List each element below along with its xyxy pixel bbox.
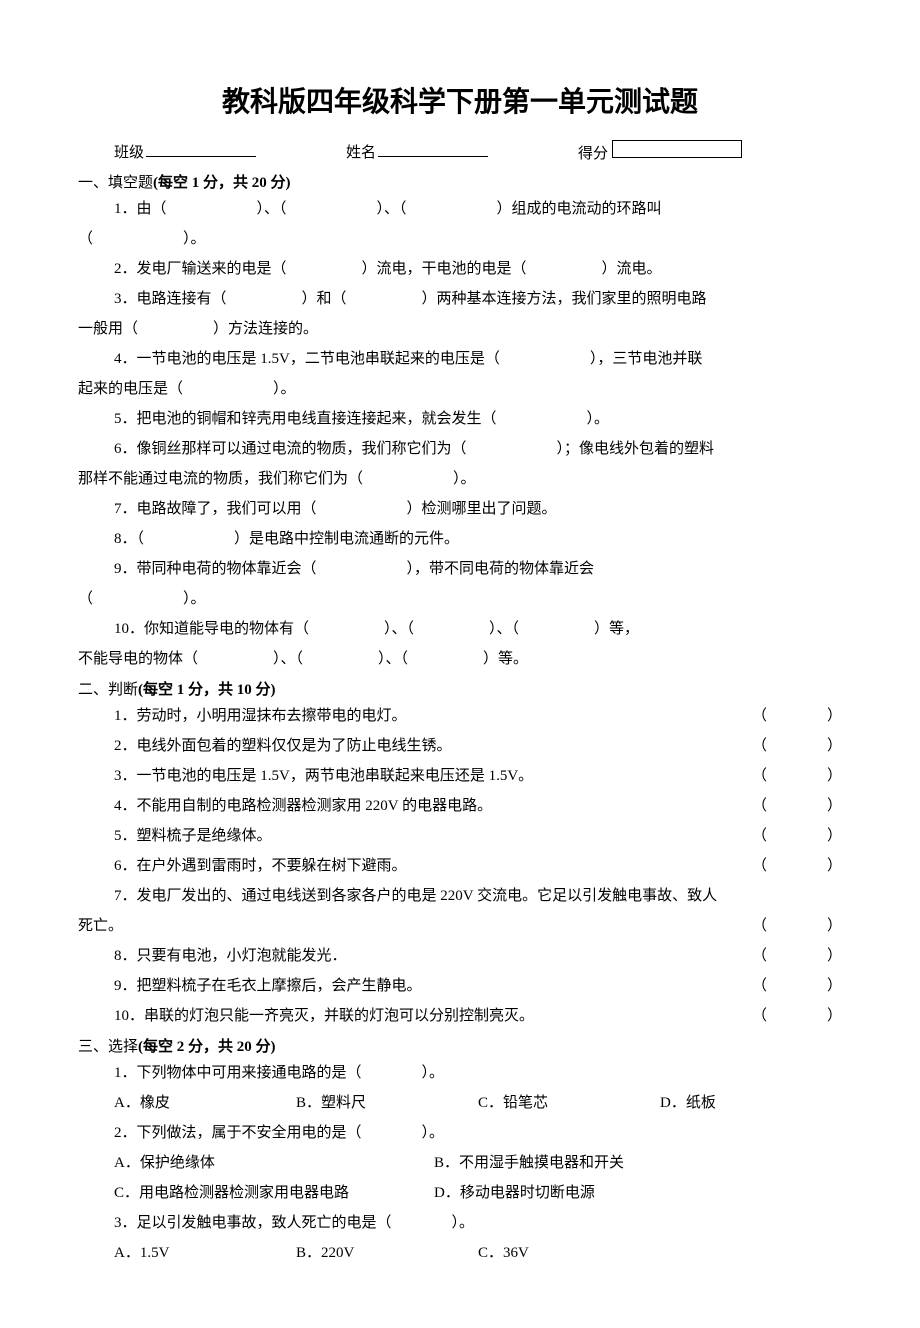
section-3-heading-rest: (每空 2 分，共 20 分) (138, 1039, 276, 1055)
s1-q1-line1: 1．由（ ）、（ ）、（ ）组成的电流动的环路叫 (78, 194, 842, 224)
s3-q3-opt-b: B．220V (296, 1238, 478, 1268)
tf-text: 3．一节电池的电压是 1.5V，两节电池串联起来电压还是 1.5V。 (114, 761, 752, 791)
tf-text: 4．不能用自制的电路检测器检测家用 220V 的电器电路。 (114, 791, 752, 821)
s3-q2-opts-row1: A．保护绝缘体 B．不用湿手触摸电器和开关 (78, 1148, 842, 1178)
true-false-row: 5．塑料梳子是绝缘体。（ ） (78, 821, 842, 851)
s1-q5: 5．把电池的铜帽和锌壳用电线直接连接起来，就会发生（ ）。 (78, 404, 842, 434)
s1-q6-line1: 6．像铜丝那样可以通过电流的物质，我们称它们为（ ）；像电线外包着的塑料 (78, 434, 842, 464)
score-input-box[interactable] (612, 140, 742, 158)
tf-paren[interactable]: （ ） (752, 851, 842, 881)
section-1-heading: 一、填空题(每空 1 分，共 20 分) (78, 171, 842, 192)
tf-text: 1．劳动时，小明用湿抹布去擦带电的电灯。 (114, 701, 752, 731)
tf-text: 死亡。 (78, 911, 752, 941)
s1-q10-line2: 不能导电的物体（ ）、（ ）、（ ）等。 (78, 644, 842, 674)
s3-q2: 2．下列做法，属于不安全用电的是（ ）。 (78, 1118, 842, 1148)
tf-text: 8．只要有电池，小灯泡就能发光． (114, 941, 752, 971)
s3-q3: 3．足以引发触电事故，致人死亡的电是（ ）。 (78, 1208, 842, 1238)
s3-q3-opt-c: C．36V (478, 1238, 660, 1268)
true-false-row: 1．劳动时，小明用湿抹布去擦带电的电灯。（ ） (78, 701, 842, 731)
true-false-row: 3．一节电池的电压是 1.5V，两节电池串联起来电压还是 1.5V。（ ） (78, 761, 842, 791)
section-2-heading-rest: (每空 1 分，共 10 分) (138, 682, 276, 698)
s1-q4-line2: 起来的电压是（ ）。 (78, 374, 842, 404)
field-class: 班级 (114, 140, 256, 163)
s3-q2-opt-b: B．不用湿手触摸电器和开关 (434, 1148, 842, 1178)
section-3-heading-prefix: 三、选择 (78, 1039, 138, 1055)
tf-text: 6．在户外遇到雷雨时，不要躲在树下避雨。 (114, 851, 752, 881)
name-input-line[interactable] (378, 140, 488, 157)
tf-paren[interactable]: （ ） (752, 731, 842, 761)
section-2-heading-prefix: 二、判断 (78, 682, 138, 698)
true-false-row: 8．只要有电池，小灯泡就能发光．（ ） (78, 941, 842, 971)
s1-q8: 8．（ ）是电路中控制电流通断的元件。 (78, 524, 842, 554)
s3-q2-opts-row2: C．用电路检测器检测家用电器电路 D．移动电器时切断电源 (78, 1178, 842, 1208)
s1-q1-line2: （ ）。 (78, 224, 842, 254)
s1-q2: 2．发电厂输送来的电是（ ）流电，干电池的电是（ ）流电。 (78, 254, 842, 284)
tf-text: 2．电线外面包着的塑料仅仅是为了防止电线生锈。 (114, 731, 752, 761)
section-2-list: 1．劳动时，小明用湿抹布去擦带电的电灯。（ ）2．电线外面包着的塑料仅仅是为了防… (78, 701, 842, 1031)
s3-q2-opt-d: D．移动电器时切断电源 (434, 1178, 842, 1208)
tf-paren[interactable]: （ ） (752, 911, 842, 941)
s3-q1-opt-c: C．铅笔芯 (478, 1088, 660, 1118)
true-false-row: 4．不能用自制的电路检测器检测家用 220V 的电器电路。（ ） (78, 791, 842, 821)
s1-q4-line1: 4．一节电池的电压是 1.5V，二节电池串联起来的电压是（ ），三节电池并联 (78, 344, 842, 374)
s3-q3-opt-pad (660, 1238, 842, 1268)
class-input-line[interactable] (146, 140, 256, 157)
tf-text: 10．串联的灯泡只能一齐亮灭，并联的灯泡可以分别控制亮灭。 (114, 1001, 752, 1031)
true-false-row: 2．电线外面包着的塑料仅仅是为了防止电线生锈。（ ） (78, 731, 842, 761)
tf-paren[interactable]: （ ） (752, 941, 842, 971)
section-3-heading: 三、选择(每空 2 分，共 20 分) (78, 1035, 842, 1056)
s1-q9-line1: 9．带同种电荷的物体靠近会（ ），带不同电荷的物体靠近会 (78, 554, 842, 584)
section-1-heading-prefix: 一、填空题 (78, 175, 153, 191)
s2-q7-line1: 7．发电厂发出的、通过电线送到各家各户的电是 220V 交流电。它足以引发触电事… (78, 881, 842, 911)
class-label: 班级 (114, 141, 144, 162)
s1-q9-line2: （ ）。 (78, 584, 842, 614)
true-false-row: 死亡。（ ） (78, 911, 842, 941)
s1-q6-line2: 那样不能通过电流的物质，我们称它们为（ ）。 (78, 464, 842, 494)
s1-q10-line1: 10．你知道能导电的物体有（ ）、（ ）、（ ）等， (78, 614, 842, 644)
s3-q1-opt-b: B．塑料尺 (296, 1088, 478, 1118)
tf-paren[interactable]: （ ） (752, 821, 842, 851)
s3-q3-opt-a: A．1.5V (114, 1238, 296, 1268)
page-title: 教科版四年级科学下册第一单元测试题 (78, 80, 842, 120)
s1-q3-line2: 一般用（ ）方法连接的。 (78, 314, 842, 344)
s1-q3-line1: 3．电路连接有（ ）和（ ）两种基本连接方法，我们家里的照明电路 (78, 284, 842, 314)
s3-q1-opt-a: A．橡皮 (114, 1088, 296, 1118)
tf-text: 5．塑料梳子是绝缘体。 (114, 821, 752, 851)
s3-q2-opt-a: A．保护绝缘体 (114, 1148, 434, 1178)
score-label: 得分 (578, 142, 608, 163)
tf-text: 9．把塑料梳子在毛衣上摩擦后，会产生静电。 (114, 971, 752, 1001)
tf-paren[interactable]: （ ） (752, 971, 842, 1001)
s3-q1-opts: A．橡皮 B．塑料尺 C．铅笔芯 D．纸板 (78, 1088, 842, 1118)
section-2-heading: 二、判断(每空 1 分，共 10 分) (78, 678, 842, 699)
s1-q7: 7．电路故障了，我们可以用（ ）检测哪里出了问题。 (78, 494, 842, 524)
s3-q3-opts: A．1.5V B．220V C．36V (78, 1238, 842, 1268)
s3-q1-opt-d: D．纸板 (660, 1088, 842, 1118)
s3-q2-opt-c: C．用电路检测器检测家用电器电路 (114, 1178, 434, 1208)
field-score: 得分 (578, 140, 742, 163)
name-label: 姓名 (346, 141, 376, 162)
tf-paren[interactable]: （ ） (752, 1001, 842, 1031)
s3-q1: 1．下列物体中可用来接通电路的是（ ）。 (78, 1058, 842, 1088)
header-row: 班级 姓名 得分 (78, 140, 842, 163)
tf-paren[interactable]: （ ） (752, 701, 842, 731)
section-1-heading-rest: (每空 1 分，共 20 分) (153, 175, 291, 191)
true-false-row: 6．在户外遇到雷雨时，不要躲在树下避雨。（ ） (78, 851, 842, 881)
tf-paren[interactable]: （ ） (752, 791, 842, 821)
true-false-row: 10．串联的灯泡只能一齐亮灭，并联的灯泡可以分别控制亮灭。（ ） (78, 1001, 842, 1031)
true-false-row: 9．把塑料梳子在毛衣上摩擦后，会产生静电。（ ） (78, 971, 842, 1001)
field-name: 姓名 (346, 140, 488, 163)
tf-paren[interactable]: （ ） (752, 761, 842, 791)
